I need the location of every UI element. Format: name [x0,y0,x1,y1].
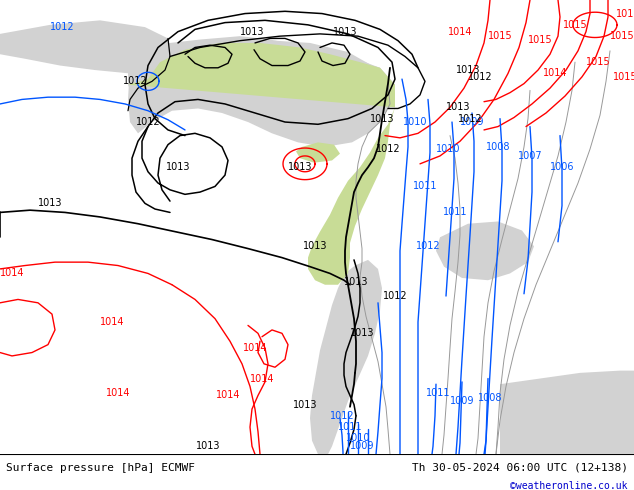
Text: 1013: 1013 [288,162,313,172]
Text: Surface pressure [hPa] ECMWF: Surface pressure [hPa] ECMWF [6,463,195,473]
Polygon shape [128,41,390,147]
Text: 1013: 1013 [303,241,327,251]
Text: 1013: 1013 [370,114,394,123]
Text: 1014: 1014 [216,391,240,400]
Text: 1016: 1016 [616,8,634,19]
Text: 1009: 1009 [350,441,374,451]
Text: 1013: 1013 [240,26,264,37]
Text: 1014: 1014 [448,26,472,37]
Text: 1015: 1015 [610,31,634,41]
Polygon shape [310,260,382,454]
Text: 1014: 1014 [243,343,268,353]
Text: 1013: 1013 [344,277,368,288]
Text: 1012: 1012 [383,291,407,301]
Polygon shape [436,221,534,280]
Text: 1012: 1012 [330,411,354,421]
Text: 1006: 1006 [550,162,574,172]
Text: 1013: 1013 [293,399,317,410]
Text: 1012: 1012 [416,241,440,251]
Polygon shape [296,143,340,163]
Text: 1013: 1013 [333,26,357,37]
Text: 1008: 1008 [486,142,510,152]
Text: 1013: 1013 [446,102,470,112]
Text: 1010: 1010 [403,117,427,127]
Text: 1015: 1015 [488,31,512,41]
Text: 1014: 1014 [250,373,275,384]
Text: 1013: 1013 [38,198,62,208]
Text: 1015: 1015 [563,20,587,30]
Text: 1014: 1014 [100,317,124,327]
Text: 1008: 1008 [478,392,502,403]
Text: Th 30-05-2024 06:00 UTC (12+138): Th 30-05-2024 06:00 UTC (12+138) [411,463,628,473]
Text: 1012: 1012 [49,22,74,32]
Text: 1009: 1009 [460,117,484,127]
Text: 1013: 1013 [456,65,480,75]
Text: 1015: 1015 [586,57,611,67]
Text: 1013: 1013 [350,328,374,338]
Text: 1015: 1015 [527,35,552,45]
Polygon shape [148,43,395,138]
Text: 1014: 1014 [106,388,130,398]
Text: 1010: 1010 [346,434,370,443]
Text: 1012: 1012 [458,114,482,123]
Text: 1012: 1012 [376,144,400,154]
Text: 1011: 1011 [338,422,362,432]
Text: 1010: 1010 [436,144,460,154]
Text: ©weatheronline.co.uk: ©weatheronline.co.uk [510,481,628,490]
Text: 1012: 1012 [136,117,160,127]
Polygon shape [0,21,170,74]
Text: 1011: 1011 [443,207,467,218]
Text: 1014: 1014 [0,269,24,278]
Polygon shape [500,370,634,454]
Text: 1012: 1012 [468,72,493,82]
Polygon shape [128,36,395,138]
Text: 1014: 1014 [543,69,567,78]
Text: 1011: 1011 [413,181,437,192]
Text: 1009: 1009 [450,396,474,406]
Text: 1013: 1013 [165,162,190,172]
Text: 1011: 1011 [426,388,450,398]
Text: 1015: 1015 [612,72,634,82]
Text: 1013: 1013 [196,441,220,451]
Polygon shape [128,43,395,285]
Text: 1007: 1007 [518,151,542,161]
Text: 1012: 1012 [123,76,147,86]
